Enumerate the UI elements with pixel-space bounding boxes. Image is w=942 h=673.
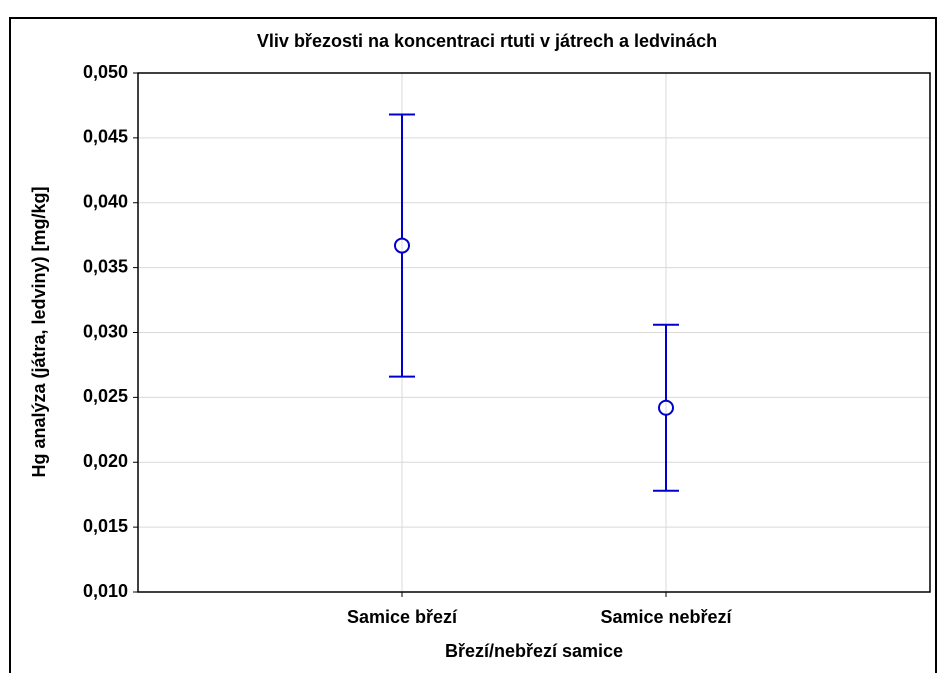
y-tick-label: 0,015 bbox=[83, 516, 128, 536]
mean-point bbox=[658, 399, 674, 416]
y-tick-label: 0,045 bbox=[83, 127, 128, 147]
x-tick-label: Samice nebřezí bbox=[600, 607, 732, 627]
mean-point bbox=[394, 237, 410, 254]
x-axis-label: Březí/nebřezí samice bbox=[445, 641, 623, 661]
y-tick-label: 0,050 bbox=[83, 62, 128, 82]
y-tick-label: 0,035 bbox=[83, 256, 128, 276]
y-tick-label: 0,020 bbox=[83, 451, 128, 471]
error-bar bbox=[389, 113, 415, 378]
y-axis-label: Hg analýza (játra, ledviny) [mg/kg] bbox=[29, 186, 49, 477]
chart-title: Vliv březosti na koncentraci rtuti v ját… bbox=[257, 31, 717, 51]
y-tick-label: 0,025 bbox=[83, 386, 128, 406]
plot-area bbox=[137, 72, 931, 593]
y-tick-label: 0,030 bbox=[83, 321, 128, 341]
y-tick-label: 0,010 bbox=[83, 581, 128, 601]
error-bar bbox=[653, 323, 679, 492]
y-tick-label: 0,040 bbox=[83, 192, 128, 212]
frame bbox=[9, 17, 937, 673]
x-tick-label: Samice březí bbox=[347, 607, 458, 627]
